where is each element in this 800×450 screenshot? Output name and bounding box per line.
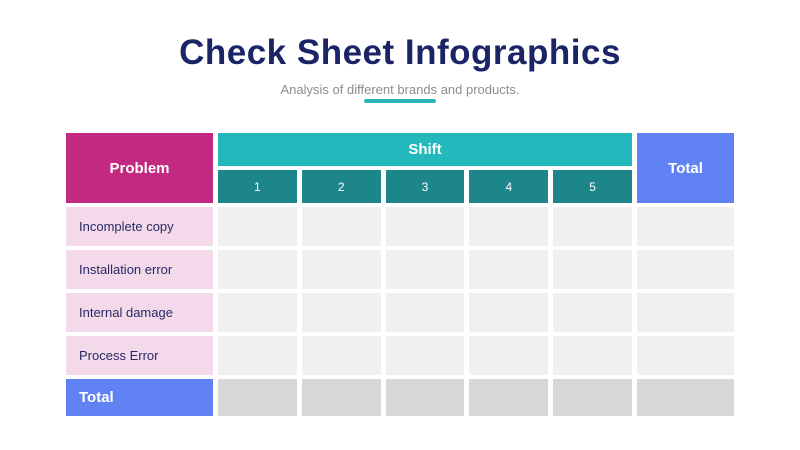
data-cell	[553, 250, 632, 289]
page-title: Check Sheet Infographics	[179, 33, 621, 72]
row-label-incomplete-copy: Incomplete copy	[66, 207, 213, 246]
data-cell	[218, 336, 297, 375]
row-label-internal-damage: Internal damage	[66, 293, 213, 332]
accent-underline	[364, 99, 436, 103]
data-cell	[553, 207, 632, 246]
header-shift-2: 2	[301, 170, 381, 203]
page-subtitle: Analysis of different brands and product…	[280, 82, 520, 97]
total-cell	[637, 379, 734, 416]
header-shift-3: 3	[385, 170, 465, 203]
data-cell	[469, 336, 549, 375]
data-cell	[553, 293, 632, 332]
data-cell	[469, 250, 549, 289]
total-cell	[469, 379, 549, 416]
total-cell	[553, 379, 632, 416]
header-total: Total	[637, 133, 734, 203]
data-cell	[637, 293, 734, 332]
total-cell	[385, 379, 465, 416]
data-cell	[385, 207, 465, 246]
header-shift-5: 5	[553, 170, 632, 203]
data-cell	[637, 250, 734, 289]
data-cell	[301, 207, 381, 246]
data-cell	[553, 336, 632, 375]
header-shift: Shift	[218, 133, 632, 166]
data-cell	[385, 336, 465, 375]
header-shift-4: 4	[469, 170, 549, 203]
total-row-label: Total	[66, 379, 213, 416]
data-cell	[637, 207, 734, 246]
row-label-process-error: Process Error	[66, 336, 213, 375]
header-shift-1: 1	[218, 170, 297, 203]
data-cell	[637, 336, 734, 375]
data-cell	[301, 293, 381, 332]
data-cell	[218, 293, 297, 332]
data-cell	[385, 293, 465, 332]
total-cell	[301, 379, 381, 416]
row-label-installation-error: Installation error	[66, 250, 213, 289]
total-cell	[218, 379, 297, 416]
data-cell	[218, 250, 297, 289]
data-cell	[385, 250, 465, 289]
check-sheet-table: Problem Shift 1 2 3 4 5 Total Incomplete…	[66, 133, 734, 416]
data-cell	[218, 207, 297, 246]
data-cell	[301, 250, 381, 289]
data-cell	[469, 207, 549, 246]
data-cell	[301, 336, 381, 375]
header-problem: Problem	[66, 133, 213, 203]
data-cell	[469, 293, 549, 332]
